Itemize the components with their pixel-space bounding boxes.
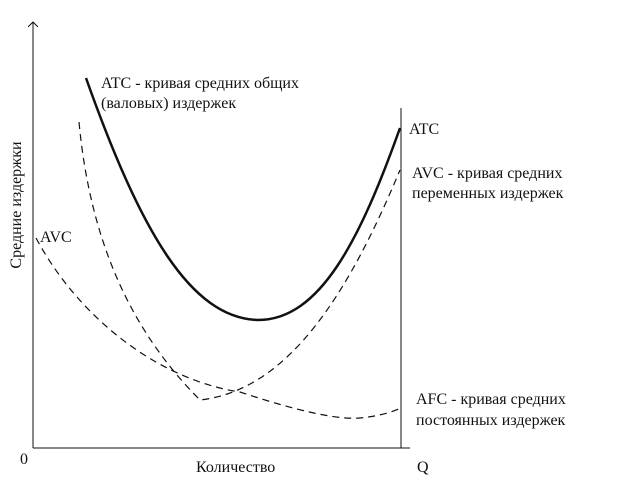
atc-description-line1: ATC - кривая средних общих (101, 75, 299, 92)
avc-left-label: AVC (40, 229, 72, 246)
afc-description-line2: постоянных издержек (416, 412, 566, 429)
atc-curve (84, 77, 402, 322)
x-axis-end-label: Q (417, 459, 429, 476)
avc-curve (78, 121, 401, 401)
atc-description-line2: (валовых) издержек (101, 95, 237, 112)
x-axis-label: Количество (196, 459, 276, 476)
atc-right-label: ATC (409, 121, 440, 138)
y-axis-label: Средние издержки (8, 141, 25, 269)
avc-description-line2: переменных издержек (412, 185, 564, 202)
avc-description-line1: AVC - кривая средних (412, 165, 563, 182)
origin-label: 0 (20, 451, 28, 468)
afc-description-line1: AFC - кривая средних (416, 391, 566, 408)
afc-curve (35, 237, 402, 419)
